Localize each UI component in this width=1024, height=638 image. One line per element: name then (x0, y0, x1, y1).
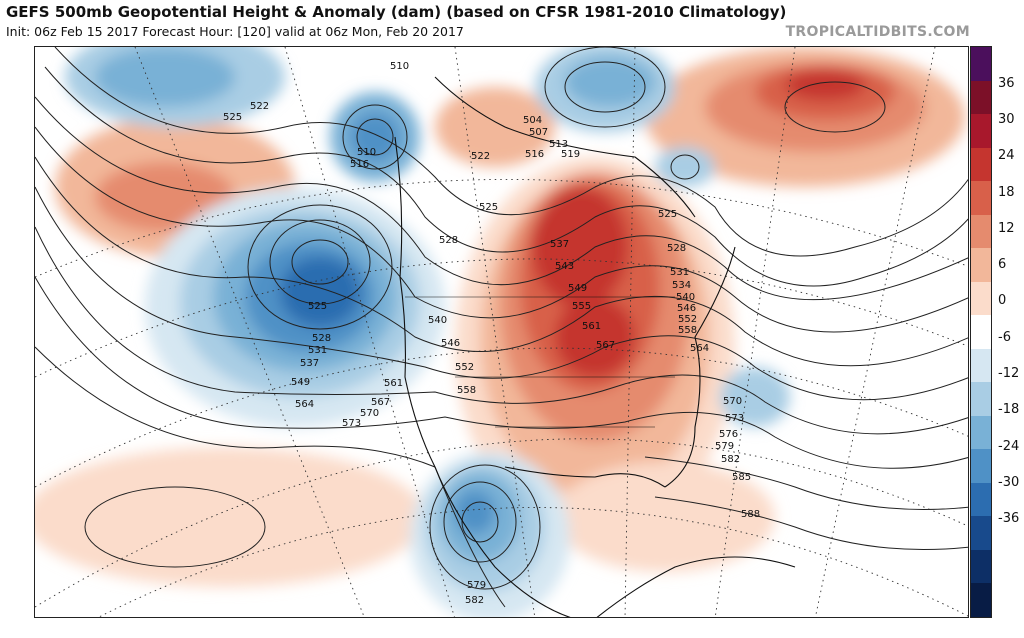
colorbar-segment (971, 449, 991, 484)
colorbar-tick-label: 0 (998, 293, 1007, 309)
colorbar-segment (971, 114, 991, 149)
colorbar-segment (971, 181, 991, 216)
height-label: 522 (250, 101, 269, 112)
height-label: 573 (725, 413, 744, 424)
coastlines (394, 76, 796, 617)
height-label: 516 (350, 159, 369, 170)
colorbar-segment (971, 47, 991, 82)
height-label: 504 (523, 115, 542, 126)
colorbar-segment (971, 348, 991, 383)
brand-watermark: TROPICALTIDBITS.COM (785, 24, 970, 40)
colorbar-segment (971, 147, 991, 182)
colorbar-tick-label: -6 (998, 329, 1011, 345)
height-label: 549 (291, 377, 310, 388)
height-label: 588 (741, 509, 760, 520)
colorbar-tick-label: 6 (998, 257, 1007, 273)
colorbar-segment (971, 482, 991, 517)
colorbar-tick-label: -18 (998, 402, 1020, 418)
height-label: 519 (561, 149, 580, 160)
height-label: 525 (479, 202, 498, 213)
colorbar (970, 46, 992, 618)
height-label: 567 (596, 340, 615, 351)
colorbar-tick-label: 36 (998, 75, 1015, 91)
height-label: 537 (300, 358, 319, 369)
height-label: 525 (223, 112, 242, 123)
height-label: 531 (308, 345, 327, 356)
colorbar-tick-label: -24 (998, 438, 1020, 454)
height-label: 528 (312, 333, 331, 344)
warm-anomaly-south-pac (35, 447, 425, 587)
chart-subtitle: Init: 06z Feb 15 2017 Forecast Hour: [12… (6, 24, 464, 39)
height-label: 525 (658, 209, 677, 220)
colorbar-segment (971, 415, 991, 450)
height-label: 573 (342, 418, 361, 429)
height-label: 564 (690, 343, 709, 354)
colorbar-tick-label: 12 (998, 220, 1015, 236)
height-label: 546 (441, 338, 460, 349)
height-label: 528 (439, 235, 458, 246)
colorbar-segment (971, 382, 991, 417)
height-label: 564 (295, 399, 314, 410)
height-label: 531 (670, 267, 689, 278)
height-label: 582 (721, 454, 740, 465)
contour-labels: 510 522 525 510 516 504 507 513 519 516 … (223, 61, 760, 606)
height-label: 528 (667, 243, 686, 254)
colorbar-segment (971, 80, 991, 115)
colorbar-tick-label: 18 (998, 184, 1015, 200)
height-label: 546 (677, 303, 696, 314)
height-label: 558 (457, 385, 476, 396)
chart-title: GEFS 500mb Geopotential Height & Anomaly… (6, 3, 787, 21)
height-label: 570 (360, 408, 379, 419)
colorbar-tick-label: -30 (998, 475, 1020, 491)
colorbar-tick-label: -12 (998, 366, 1020, 382)
height-label: 552 (455, 362, 474, 373)
height-label: 552 (678, 314, 697, 325)
height-label: 522 (471, 151, 490, 162)
height-label: 576 (719, 429, 738, 440)
height-label: 555 (572, 301, 591, 312)
height-label: 570 (723, 396, 742, 407)
height-label: 561 (384, 378, 403, 389)
colorbar-segment (971, 281, 991, 316)
colorbar-segment (971, 248, 991, 283)
colorbar-tick-label: 24 (998, 148, 1015, 164)
height-label: 507 (529, 127, 548, 138)
colorbar-tick-label: 30 (998, 111, 1015, 127)
height-label: 543 (555, 261, 574, 272)
height-label: 534 (672, 280, 691, 291)
anomaly-shading (35, 47, 965, 617)
height-label: 579 (467, 580, 486, 591)
height-label: 516 (525, 149, 544, 160)
colorbar-tick-label: -36 (998, 511, 1020, 527)
colorbar-segment (971, 583, 991, 618)
height-label: 525 (308, 301, 327, 312)
height-label: 540 (676, 292, 695, 303)
colorbar-segment (971, 516, 991, 551)
height-contours (35, 47, 968, 608)
height-label: 513 (549, 139, 568, 150)
height-label: 549 (568, 283, 587, 294)
lat-lon-grid (35, 47, 968, 617)
height-label: 582 (465, 595, 484, 606)
height-label: 558 (678, 325, 697, 336)
colorbar-segment (971, 214, 991, 249)
colorbar-segment (971, 549, 991, 584)
height-label: 579 (715, 441, 734, 452)
colorbar-segment (971, 315, 991, 350)
height-label: 561 (582, 321, 601, 332)
height-label: 567 (371, 397, 390, 408)
height-label: 585 (732, 472, 751, 483)
height-label: 510 (357, 147, 376, 158)
map-svg: 510 522 525 510 516 504 507 513 519 516 … (35, 47, 968, 617)
map-panel: 510 522 525 510 516 504 507 513 519 516 … (34, 46, 969, 618)
height-label: 510 (390, 61, 409, 72)
height-label: 537 (550, 239, 569, 250)
height-label: 540 (428, 315, 447, 326)
